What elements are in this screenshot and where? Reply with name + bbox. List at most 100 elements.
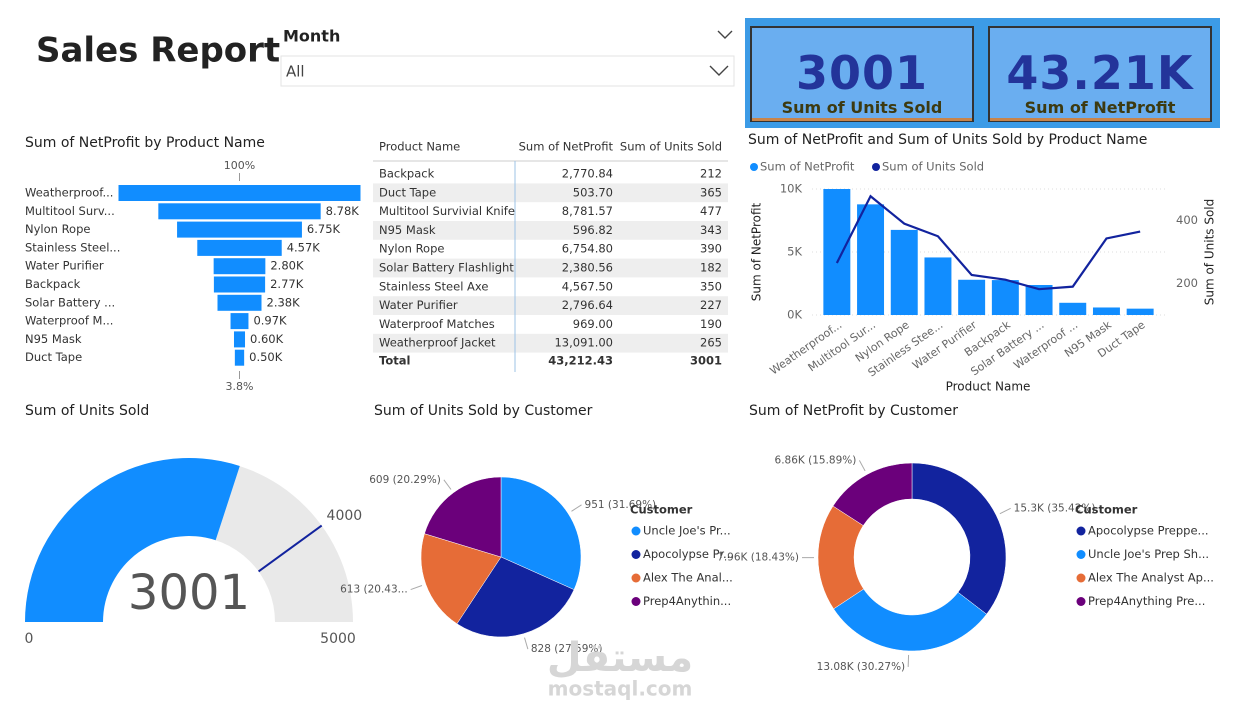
row-band [373, 296, 728, 315]
legend-swatch [631, 597, 641, 606]
total-cell: 43,212.43 [548, 354, 613, 368]
watermark: مستقل [547, 635, 693, 681]
funnel-bar [230, 313, 249, 330]
cell: 969.00 [573, 317, 613, 331]
donut-slice [911, 462, 1007, 615]
chart-title: Sum of Units Sold by Customer [374, 403, 593, 419]
funnel-bar [213, 258, 266, 275]
chart-title: Sum of NetProfit and Sum of Units Sold b… [748, 132, 1147, 148]
value-label: 2.38K [267, 295, 301, 309]
cell: 390 [700, 242, 722, 256]
legend-label: Prep4Anythin... [643, 594, 731, 608]
pie-slice [424, 476, 502, 558]
card-label: Sum of NetProfit [990, 98, 1210, 121]
legend-swatch [1076, 550, 1086, 559]
dropdown-arrow [709, 65, 729, 76]
y-axis-title: Sum of NetProfit [750, 202, 764, 301]
funnel-bar [234, 349, 245, 366]
legend-swatch [631, 526, 641, 536]
category-label: Water Purifier [25, 259, 104, 273]
category-label: Solar Battery ... [25, 295, 115, 309]
legend-swatch [631, 550, 641, 559]
data-label: 613 (20.43... [340, 584, 408, 596]
bar [857, 204, 885, 315]
value-label: 0.97K [253, 314, 287, 328]
legend-title: Customer [630, 503, 693, 517]
funnel-bar [197, 239, 282, 256]
legend-label: Sum of NetProfit [760, 160, 855, 174]
category-label: Duct Tape [25, 350, 82, 364]
data-label: 828 (27.59%) [531, 643, 603, 655]
legend-label: Alex The Anal... [643, 571, 733, 585]
value-label: 0.50K [249, 350, 283, 364]
column-header: Sum of Units Sold [620, 140, 722, 154]
bar [1059, 302, 1087, 315]
legend-swatch [750, 163, 758, 171]
legend-label: Prep4Anything Pre... [1088, 594, 1205, 608]
funnel-bottom-label: 3.8% [226, 380, 254, 393]
category-label: N95 Mask [25, 332, 82, 346]
cell: N95 Mask [379, 223, 436, 237]
value-label: 2.80K [270, 259, 304, 273]
x-axis-title: Product Name [946, 380, 1031, 394]
cell: 477 [700, 204, 722, 218]
card: 3001 Sum of Units Sold [750, 26, 974, 122]
value-label: 8.78K [326, 204, 360, 218]
column-header: Product Name [379, 140, 460, 154]
y-tick-label: 10K [780, 182, 803, 196]
cell: Backpack [379, 167, 435, 181]
chart-title: Sum of Units Sold [25, 403, 149, 419]
column-header: Sum of NetProfit [519, 140, 614, 154]
pie-slice [420, 533, 502, 625]
legend-title: Customer [1075, 503, 1138, 517]
bar [1092, 307, 1120, 315]
chart-title: Sum of NetProfit by Customer [749, 403, 958, 419]
category-label: Weatherproof... [25, 186, 113, 200]
cell: 503.70 [573, 185, 613, 199]
cell: 343 [700, 223, 722, 237]
funnel-bar [158, 203, 321, 220]
row-band [373, 333, 728, 353]
y2-axis-title: Sum of Units Sold [1203, 199, 1217, 306]
slicer-collapse[interactable] [717, 30, 733, 39]
category-label: Multitool Surv... [25, 204, 115, 218]
value-label: 4.57K [287, 240, 321, 254]
cell: 2,380.56 [562, 261, 613, 275]
gauge-target-label: 4000 [327, 508, 363, 524]
total-cell: 3001 [690, 354, 722, 368]
leader-line [999, 507, 1011, 515]
data-label: 13.08K (30.27%) [817, 661, 906, 673]
cell: 350 [700, 279, 722, 293]
cell: Weatherproof Jacket [379, 336, 496, 350]
cell: 596.82 [573, 223, 613, 237]
pie-slice [500, 476, 582, 590]
bar [924, 257, 952, 315]
legend-swatch [1076, 597, 1086, 606]
cell: 227 [700, 298, 722, 312]
card-value: 3001 [795, 46, 929, 100]
cell: 2,796.64 [562, 298, 613, 312]
value-label: 0.60K [250, 332, 284, 346]
row-band [373, 258, 728, 278]
category-label: Nylon Rope [25, 222, 90, 236]
funnel-bar [233, 331, 246, 348]
pie-slice [456, 556, 575, 638]
legend-label: Uncle Joe's Pr... [643, 524, 731, 538]
cell: Stainless Steel Axe [379, 279, 488, 293]
legend-swatch [1076, 573, 1086, 583]
legend-swatch [872, 163, 880, 171]
gauge-max: 5000 [320, 631, 356, 647]
legend-swatch [1076, 526, 1086, 536]
leader-line [524, 637, 529, 650]
cell: 212 [700, 167, 722, 181]
funnel-top-label: 100% [224, 159, 255, 172]
cell: Multitool Survivial Knife [379, 204, 515, 218]
cell: 265 [700, 336, 722, 350]
cell: Duct Tape [379, 185, 436, 199]
leader-line [443, 479, 452, 490]
y2-tick-label: 200 [1176, 276, 1198, 290]
slicer-label: Month [283, 27, 340, 46]
legend-label: Alex The Analyst Ap... [1088, 571, 1214, 585]
slicer-dropdown[interactable] [280, 55, 735, 87]
